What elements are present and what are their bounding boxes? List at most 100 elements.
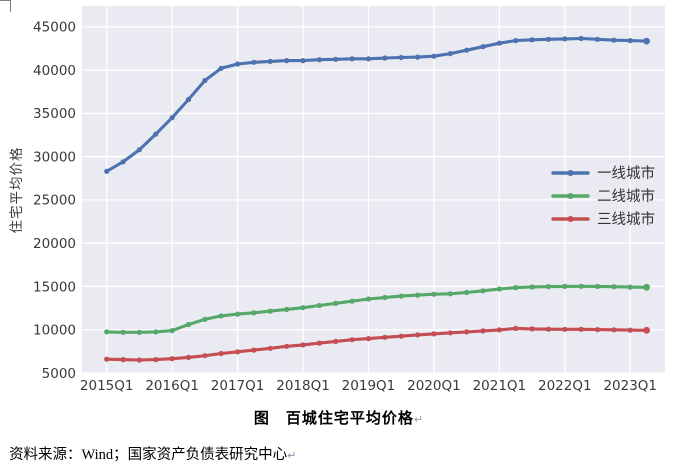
data-point-marker [251, 347, 257, 353]
x-tick-label: 2020Q1 [407, 378, 461, 394]
data-point-marker [365, 56, 372, 62]
data-point-marker [513, 285, 519, 291]
x-tick-label: 2016Q1 [145, 378, 199, 394]
data-point-marker [202, 316, 208, 322]
data-point-marker [235, 311, 241, 317]
data-point-marker [464, 47, 470, 53]
data-point-marker [611, 37, 617, 43]
source-note: 资料来源：Wind；国家资产负债表研究中心↵ [9, 443, 669, 464]
data-point-marker [611, 327, 617, 333]
chart-canvas: 5000 10000 15000 20000 25000 30000 35000 40000 4… [9, 6, 665, 394]
table-cell-corner-mark [0, 0, 11, 12]
data-point-marker [218, 350, 224, 357]
data-point-marker [611, 284, 617, 290]
x-tick-label: 2017Q1 [211, 378, 265, 394]
series-line-三线城市 [105, 326, 649, 362]
data-point-marker [627, 38, 633, 44]
data-point-marker [382, 55, 388, 61]
data-point-marker [464, 289, 470, 296]
data-point-marker [218, 313, 224, 319]
data-point-marker [300, 58, 306, 64]
legend-label: 二线城市 [597, 188, 655, 205]
y-tick-label: 35000 [33, 106, 76, 122]
data-point-marker [316, 302, 322, 309]
data-point-marker [643, 326, 650, 334]
data-point-marker [333, 338, 339, 344]
data-point-marker [594, 283, 601, 289]
y-tick-label: 5000 [42, 366, 76, 382]
data-point-marker [578, 326, 584, 332]
data-point-marker [562, 283, 568, 289]
series-line-一线城市 [105, 36, 649, 173]
y-tick-label: 40000 [33, 63, 76, 79]
data-point-marker [529, 37, 535, 43]
data-point-marker [333, 56, 339, 62]
data-point-marker [185, 96, 192, 103]
legend-marker [567, 170, 574, 176]
data-point-marker [447, 51, 453, 57]
data-point-marker [431, 331, 437, 337]
data-point-marker [480, 44, 486, 50]
data-point-marker [120, 357, 126, 363]
data-point-marker [333, 300, 339, 306]
data-point-marker [415, 292, 421, 298]
y-tick-label: 30000 [33, 149, 76, 165]
data-point-marker [136, 357, 142, 363]
data-point-marker [300, 342, 306, 348]
data-point-marker [562, 326, 568, 332]
data-point-marker [316, 340, 322, 346]
y-tick-label: 10000 [33, 323, 76, 339]
figure-caption: 图 百城住宅平均价格↵ [0, 407, 677, 428]
x-tick-label: 2023Q1 [603, 378, 657, 394]
data-point-marker [267, 308, 273, 314]
data-point-marker [447, 291, 453, 297]
data-point-marker [643, 283, 650, 291]
data-point-marker [136, 147, 142, 153]
data-point-marker [104, 168, 110, 174]
data-point-marker [120, 159, 126, 165]
x-tick-label: 2021Q1 [473, 378, 527, 394]
data-point-marker [480, 288, 486, 294]
x-tick-label: 2019Q1 [342, 378, 396, 394]
data-point-marker [545, 36, 552, 42]
data-point-marker [267, 58, 273, 64]
data-point-marker [251, 59, 257, 65]
data-point-marker [316, 57, 322, 63]
data-point-marker [545, 284, 552, 290]
data-point-marker [349, 56, 355, 62]
data-point-marker [267, 345, 273, 351]
data-point-marker [235, 61, 241, 67]
figure-caption-text: 图 百城住宅平均价格 [253, 411, 414, 427]
data-point-marker [496, 327, 502, 333]
legend-marker [567, 216, 574, 222]
y-tick-label: 20000 [33, 236, 76, 252]
data-point-marker [349, 337, 355, 343]
data-point-marker [513, 325, 519, 331]
data-point-marker [578, 35, 584, 42]
y-tick-label: 25000 [33, 193, 76, 209]
data-point-marker [185, 321, 192, 328]
data-point-marker [447, 330, 453, 336]
data-point-marker [136, 329, 142, 335]
data-point-marker [169, 328, 175, 334]
data-point-marker [185, 354, 192, 360]
plot-area [82, 6, 665, 373]
data-point-marker [365, 296, 372, 302]
series-line-二线城市 [105, 284, 649, 334]
legend-label: 一线城市 [597, 165, 655, 182]
data-point-marker [382, 334, 388, 340]
data-point-marker [431, 53, 437, 59]
data-point-marker [153, 329, 159, 335]
data-point-marker [513, 38, 519, 44]
data-point-marker [251, 310, 257, 316]
data-point-marker [529, 284, 535, 290]
data-point-marker [153, 357, 159, 363]
data-point-marker [104, 356, 110, 362]
x-tick-label: 2022Q1 [538, 378, 592, 394]
data-point-marker [202, 353, 208, 359]
data-point-marker [120, 329, 126, 335]
paragraph-mark-icon: ↵ [413, 413, 424, 426]
data-point-marker [300, 305, 306, 311]
data-point-marker [643, 37, 650, 45]
